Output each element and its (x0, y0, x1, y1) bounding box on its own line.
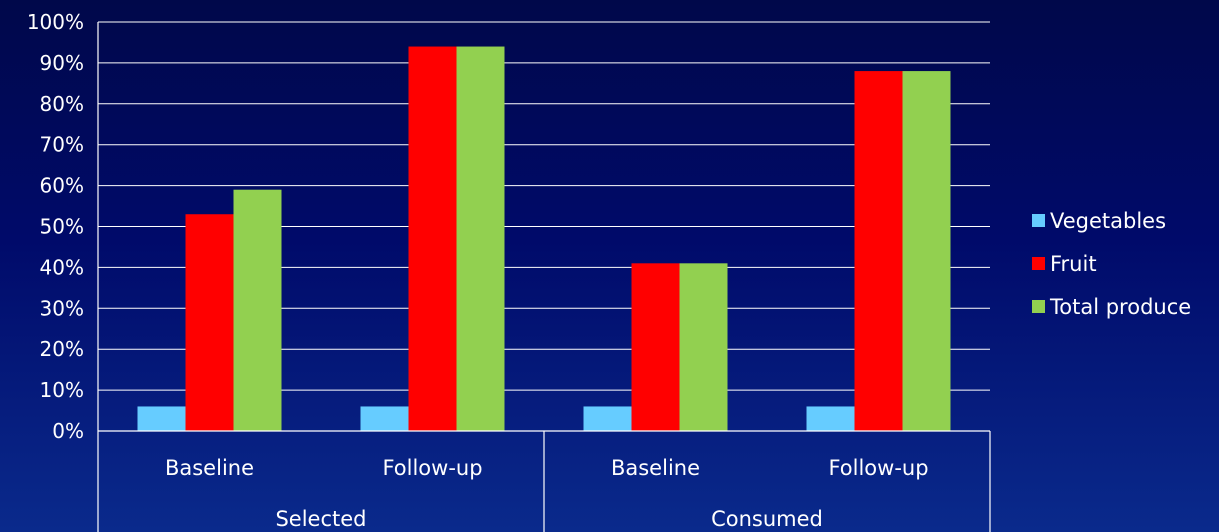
y-tick-label: 40% (40, 255, 84, 279)
x-category-label: Baseline (611, 456, 700, 480)
legend-swatch (1032, 300, 1045, 313)
y-tick-label: 0% (52, 419, 84, 443)
bar-total-produce (902, 71, 951, 431)
x-group-label: Selected (275, 507, 366, 531)
y-tick-label: 60% (40, 174, 84, 198)
bar-vegetables (360, 406, 409, 431)
legend: Vegetables Fruit Total produce (1032, 209, 1191, 319)
bar-fruit (185, 214, 234, 431)
x-category-label: Follow-up (382, 456, 482, 480)
legend-label: Total produce (1049, 295, 1191, 319)
y-tick-label: 50% (40, 215, 84, 239)
legend-swatch (1032, 214, 1045, 227)
bar-total-produce (233, 189, 282, 431)
bar-fruit (631, 263, 680, 431)
bar-vegetables (806, 406, 855, 431)
category-labels: Baseline Follow-up Baseline Follow-up (165, 456, 929, 480)
legend-label: Vegetables (1050, 209, 1166, 233)
legend-swatch (1032, 257, 1045, 270)
y-axis-tick-labels: 0% 10% 20% 30% 40% 50% 60% 70% 80% 90% 100% (27, 10, 84, 443)
y-tick-label: 30% (40, 296, 84, 320)
y-tick-label: 100% (27, 10, 84, 34)
bar-total-produce (679, 263, 728, 431)
legend-label: Fruit (1050, 252, 1097, 276)
y-tick-label: 80% (40, 92, 84, 116)
axes (97, 22, 991, 532)
x-group-label: Consumed (711, 507, 823, 531)
x-category-label: Follow-up (828, 456, 928, 480)
bar-fruit (854, 71, 903, 431)
bar-vegetables (583, 406, 632, 431)
y-tick-label: 90% (40, 51, 84, 75)
group-labels: Selected Consumed (275, 507, 822, 531)
y-tick-label: 10% (40, 378, 84, 402)
y-tick-label: 20% (40, 337, 84, 361)
bar-fruit (408, 46, 457, 431)
y-tick-label: 70% (40, 133, 84, 157)
bars (137, 46, 951, 431)
bar-total-produce (456, 46, 505, 431)
x-category-label: Baseline (165, 456, 254, 480)
bar-vegetables (137, 406, 186, 431)
